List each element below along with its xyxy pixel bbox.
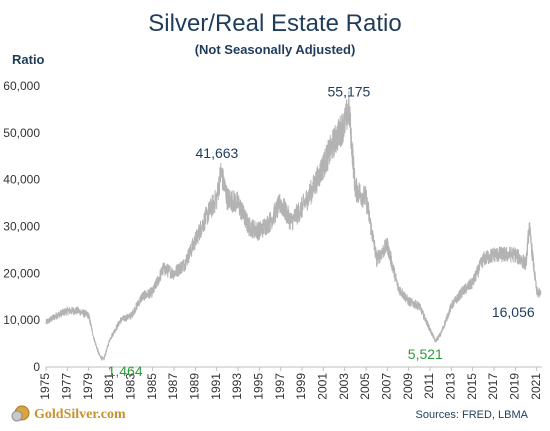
annotations: 55,175 41,663 1,464 5,521 16,056 bbox=[108, 84, 535, 380]
series-group bbox=[45, 91, 542, 361]
x-tick-label: 2007 bbox=[380, 373, 394, 400]
x-tick-label: 1977 bbox=[60, 373, 74, 400]
x-tick-label: 2013 bbox=[444, 373, 458, 400]
chart-subtitle: (Not Seasonally Adjusted) bbox=[195, 42, 356, 57]
y-tick-label: 50,000 bbox=[3, 126, 40, 140]
data-label: 16,056 bbox=[492, 304, 535, 320]
y-tick-label: 40,000 bbox=[3, 173, 40, 187]
data-label: 5,521 bbox=[408, 346, 443, 362]
y-axis-ticks: 0 10,000 20,000 30,000 40,000 50,000 60,000 bbox=[3, 79, 40, 374]
y-tick-label: 20,000 bbox=[3, 266, 40, 280]
chart-title: Silver/Real Estate Ratio bbox=[148, 10, 401, 37]
x-axis: 1975 1977 1979 1981 1983 1985 1987 1989 1991 1993… bbox=[38, 366, 543, 400]
x-tick-label: 2009 bbox=[401, 373, 415, 400]
logo bbox=[11, 405, 30, 422]
x-tick-label: 1985 bbox=[145, 373, 159, 400]
x-tick-label: 1997 bbox=[273, 373, 287, 400]
x-tick-label: 2005 bbox=[358, 373, 372, 400]
x-tick-label: 1975 bbox=[38, 373, 52, 400]
x-tick-label: 1979 bbox=[81, 373, 95, 400]
logo-text: GoldSilver.com bbox=[34, 407, 126, 422]
data-label: 55,175 bbox=[328, 84, 371, 100]
x-tick-label: 2003 bbox=[337, 373, 351, 400]
y-tick-label: 0 bbox=[33, 360, 40, 374]
x-tick-label: 1991 bbox=[209, 373, 223, 400]
source-note: Sources: FRED, LBMA bbox=[416, 409, 529, 421]
x-tick-label: 2019 bbox=[508, 373, 522, 400]
x-tick-label: 1999 bbox=[294, 373, 308, 400]
x-tick-label: 1981 bbox=[102, 373, 116, 400]
series-line bbox=[45, 91, 542, 361]
x-tick-label: 1989 bbox=[188, 373, 202, 400]
x-tick-label: 2011 bbox=[422, 373, 436, 399]
x-tick-label: 1983 bbox=[124, 373, 138, 400]
x-tick-label: 1993 bbox=[230, 373, 244, 400]
y-tick-label: 60,000 bbox=[3, 79, 40, 93]
x-tick-label: 2001 bbox=[316, 373, 330, 400]
x-tick-label: 1995 bbox=[252, 373, 266, 400]
silver-coin-icon bbox=[11, 410, 23, 422]
data-label: 41,663 bbox=[196, 145, 239, 161]
x-tick-label: 2021 bbox=[529, 373, 543, 400]
data-label: 1,464 bbox=[108, 363, 143, 379]
x-tick-label: 1987 bbox=[166, 373, 180, 400]
y-axis-label: Ratio bbox=[12, 52, 45, 67]
y-tick-label: 30,000 bbox=[3, 220, 40, 234]
y-tick-label: 10,000 bbox=[3, 313, 40, 327]
x-tick-label: 2015 bbox=[465, 373, 479, 400]
x-tick-label: 2017 bbox=[486, 373, 500, 400]
